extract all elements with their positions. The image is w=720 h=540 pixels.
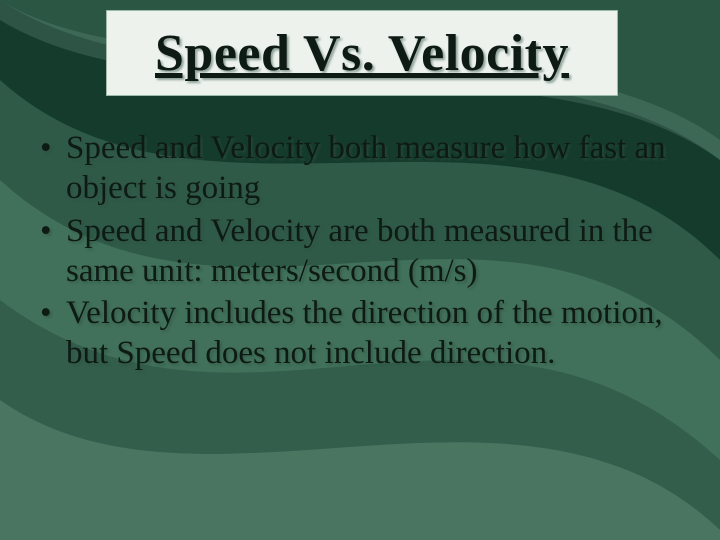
slide-title: Speed Vs. Velocity [155,24,569,83]
bullet-item: Velocity includes the direction of the m… [40,293,680,374]
title-box: Speed Vs. Velocity [106,10,618,96]
bullet-item: Speed and Velocity both measure how fast… [40,128,680,209]
bullet-item: Speed and Velocity are both measured in … [40,211,680,292]
slide: Speed Vs. Velocity Speed and Velocity bo… [0,0,720,540]
bullet-list: Speed and Velocity both measure how fast… [40,128,680,376]
